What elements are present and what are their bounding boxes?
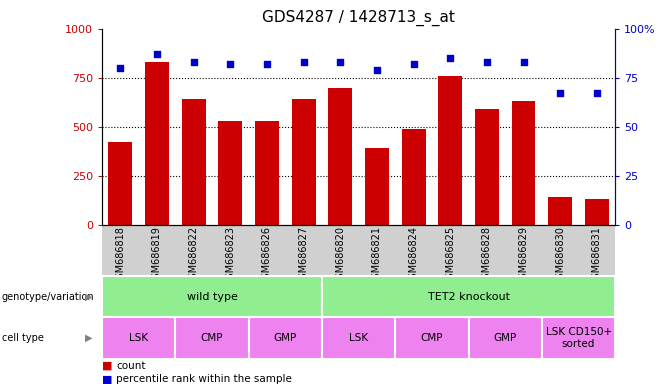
Text: ■: ■ — [102, 374, 113, 384]
Bar — [512, 101, 536, 225]
Text: count: count — [116, 361, 146, 371]
Text: TET2 knockout: TET2 knockout — [428, 291, 509, 302]
Bar — [475, 109, 499, 225]
Text: ▶: ▶ — [85, 291, 92, 302]
Point — [335, 59, 345, 65]
Bar — [145, 62, 169, 225]
Point — [555, 90, 565, 96]
Bar — [328, 88, 352, 225]
Bar — [585, 199, 609, 225]
Text: LSK: LSK — [349, 333, 368, 343]
Point — [115, 65, 126, 71]
Point — [519, 59, 529, 65]
Bar — [548, 197, 572, 225]
Text: percentile rank within the sample: percentile rank within the sample — [116, 374, 292, 384]
Text: genotype/variation: genotype/variation — [2, 291, 95, 302]
Point — [188, 59, 199, 65]
Bar — [291, 99, 316, 225]
Text: LSK CD150+
sorted: LSK CD150+ sorted — [545, 327, 612, 349]
Bar — [401, 129, 426, 225]
Text: ■: ■ — [102, 361, 113, 371]
Bar — [365, 148, 389, 225]
Text: CMP: CMP — [201, 333, 223, 343]
Bar — [438, 76, 462, 225]
Point — [298, 59, 309, 65]
Bar — [182, 99, 205, 225]
Point — [372, 67, 382, 73]
Point — [262, 61, 272, 67]
Bar — [255, 121, 279, 225]
Point — [445, 55, 455, 61]
Point — [152, 51, 163, 57]
Bar — [218, 121, 242, 225]
Point — [409, 61, 419, 67]
Text: LSK: LSK — [129, 333, 148, 343]
Title: GDS4287 / 1428713_s_at: GDS4287 / 1428713_s_at — [262, 10, 455, 26]
Text: GMP: GMP — [274, 333, 297, 343]
Point — [225, 61, 236, 67]
Text: CMP: CMP — [420, 333, 443, 343]
Text: wild type: wild type — [186, 291, 238, 302]
Text: cell type: cell type — [2, 333, 44, 343]
Text: GMP: GMP — [494, 333, 517, 343]
Text: ▶: ▶ — [85, 333, 92, 343]
Point — [482, 59, 492, 65]
Point — [592, 90, 602, 96]
Bar — [109, 142, 132, 225]
